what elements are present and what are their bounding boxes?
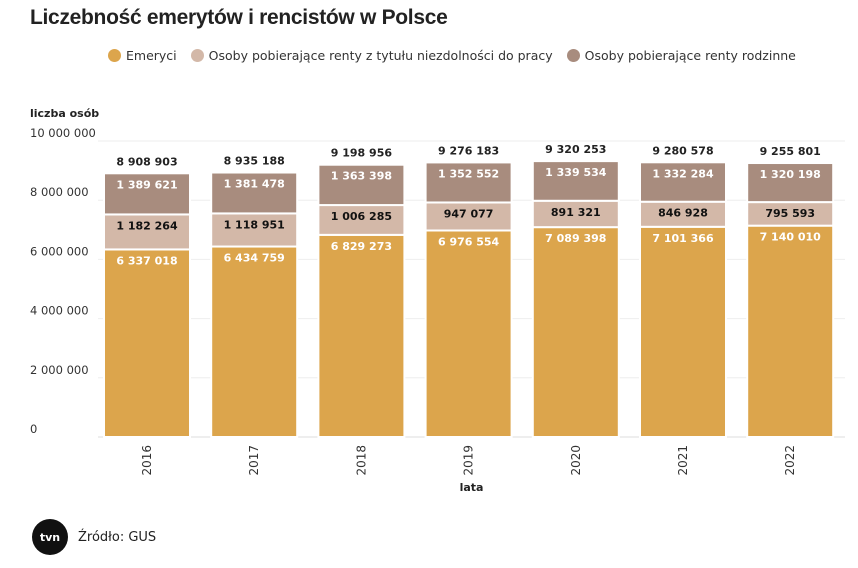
bar-segment — [531, 160, 620, 202]
data-label: 1 006 285 — [331, 210, 392, 223]
data-label: 846 928 — [658, 207, 708, 220]
data-label: 6 337 018 — [116, 254, 177, 267]
y-tick-label: 0 — [30, 422, 37, 436]
source-note: Źródło: GUS — [78, 530, 157, 545]
bar-segment — [531, 226, 620, 438]
legend-label: Osoby pobierające renty z tytułu niezdol… — [208, 48, 553, 63]
bar-segment — [424, 229, 513, 438]
x-tick-label: 2016 — [140, 445, 154, 476]
data-label: 1 381 478 — [224, 178, 285, 191]
total-label: 9 320 253 — [545, 143, 606, 156]
data-label: 7 089 398 — [545, 232, 606, 245]
tvn24-logo: tvn — [32, 519, 68, 555]
svg-text:tvn: tvn — [40, 531, 60, 544]
x-tick-label: 2019 — [462, 445, 476, 476]
bar-segment — [746, 224, 835, 438]
legend-label: Osoby pobierające renty rodzinne — [584, 48, 796, 63]
data-label: 6 829 273 — [331, 240, 392, 253]
x-tick-label: 2022 — [783, 445, 797, 476]
bar-segment — [317, 163, 406, 207]
data-label: 1 389 621 — [116, 178, 177, 191]
bar-segment — [424, 161, 513, 204]
x-tick-label: 2018 — [354, 445, 368, 476]
legend-item-renty-rodzinne[interactable]: Osoby pobierające renty rodzinne — [566, 48, 796, 63]
bar-segment — [424, 201, 513, 232]
bar-segment — [210, 245, 299, 438]
data-label: 6 434 759 — [224, 252, 285, 265]
total-label: 9 280 578 — [652, 144, 713, 157]
data-label: 1 320 198 — [760, 168, 821, 181]
data-label: 947 077 — [444, 207, 494, 220]
y-tick-label: 2 000 000 — [30, 363, 89, 377]
bar-segment — [639, 161, 727, 203]
data-label: 1 182 264 — [116, 219, 178, 232]
bar-segment — [317, 233, 406, 438]
data-label: 1 332 284 — [652, 167, 714, 180]
total-label: 8 935 188 — [224, 155, 285, 168]
total-label: 9 198 956 — [331, 147, 393, 160]
y-tick-label: 10 000 000 — [30, 126, 96, 140]
data-label: 1 118 951 — [224, 218, 285, 231]
data-label: 1 352 552 — [438, 167, 499, 180]
data-label: 7 101 366 — [652, 232, 714, 245]
bar-segment — [103, 248, 191, 438]
y-tick-label: 4 000 000 — [30, 304, 89, 318]
data-label: 795 593 — [765, 207, 815, 220]
x-tick-label: 2017 — [247, 445, 261, 476]
legend-label: Emeryci — [126, 48, 177, 63]
bar-segment — [746, 162, 835, 204]
legend-swatch — [190, 49, 204, 62]
total-label: 9 255 801 — [760, 145, 821, 158]
bar-segment — [210, 171, 299, 215]
y-axis-label: liczba osób — [30, 107, 99, 120]
data-label: 7 140 010 — [760, 231, 822, 244]
y-tick-label: 6 000 000 — [30, 244, 89, 258]
legend-swatch — [108, 49, 121, 62]
bar-segment — [639, 225, 727, 438]
data-label: 891 321 — [551, 206, 601, 219]
bar-segment — [103, 172, 191, 216]
y-tick-label: 8 000 000 — [30, 185, 89, 199]
chart-title: Liczebność emerytów i rencistów w Polsce — [30, 6, 448, 29]
legend-item-emeryci[interactable]: Emeryci — [108, 48, 177, 63]
legend-item-renty-niezdolnosci[interactable]: Osoby pobierające renty z tytułu niezdol… — [190, 48, 553, 63]
data-label: 1 339 534 — [545, 166, 607, 179]
x-axis-label: lata — [460, 481, 484, 494]
legend-swatch — [566, 49, 580, 62]
x-tick-label: 2021 — [676, 445, 690, 476]
data-label: 6 976 554 — [438, 235, 500, 248]
x-tick-label: 2020 — [569, 445, 583, 476]
legend: Emeryci Osoby pobierające renty z tytułu… — [108, 48, 796, 63]
data-label: 1 363 398 — [331, 170, 392, 183]
total-label: 8 908 903 — [116, 155, 177, 168]
total-label: 9 276 183 — [438, 144, 499, 157]
